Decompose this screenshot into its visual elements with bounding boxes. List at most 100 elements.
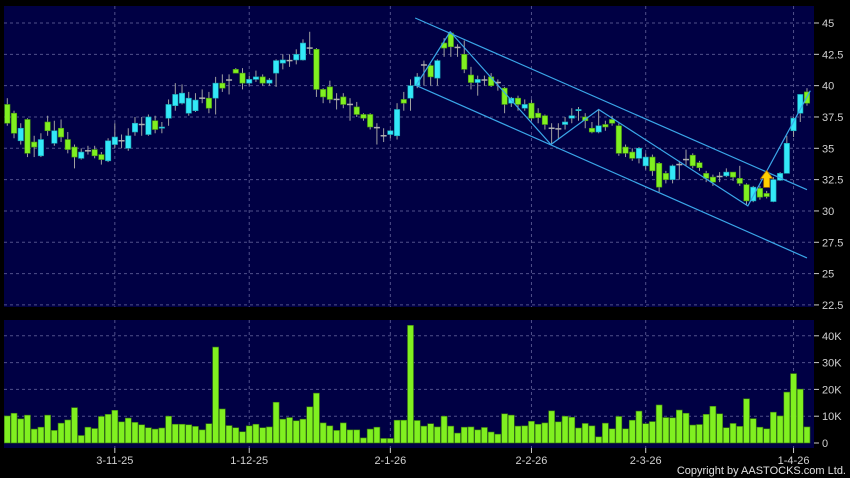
candle-up — [293, 54, 300, 61]
price-tick-label: 45 — [822, 18, 834, 30]
volume-bar — [702, 414, 710, 444]
volume-bar — [595, 436, 602, 444]
candle-down — [528, 102, 535, 119]
price-tick-label: 37.5 — [822, 112, 843, 124]
price-tick-label: 40 — [822, 81, 834, 93]
candle-down — [44, 121, 51, 132]
price-tick-label: 42.5 — [822, 49, 843, 61]
candle-up — [172, 94, 179, 106]
volume-bar — [131, 422, 139, 444]
candle-down — [367, 114, 374, 128]
candle-down — [515, 97, 522, 105]
volume-bar — [111, 410, 119, 444]
volume-bar — [64, 419, 72, 444]
volume-bar — [104, 414, 112, 444]
volume-bar — [51, 430, 58, 444]
candle-up — [783, 142, 790, 174]
date-tick-label: 3-11-25 — [96, 455, 133, 467]
volume-bar — [709, 405, 717, 444]
candle-up — [568, 115, 575, 119]
volume-bar — [30, 428, 38, 444]
price-tick-label: 32.5 — [822, 175, 843, 187]
candle-up — [131, 122, 138, 133]
volume-bar — [568, 416, 576, 444]
volume-bar — [454, 432, 461, 444]
candle-down — [340, 96, 347, 105]
volume-bar — [279, 418, 287, 444]
volume-bar — [783, 391, 791, 444]
volume-bar — [548, 410, 555, 444]
candle-down — [609, 119, 616, 124]
volume-bar — [252, 423, 260, 444]
candle-down — [535, 112, 542, 118]
volume-bar — [151, 428, 159, 444]
volume-bar — [642, 423, 650, 444]
candle-up — [37, 139, 44, 157]
volume-bar — [635, 410, 643, 444]
candle-down — [709, 176, 716, 183]
candle-down — [467, 74, 474, 83]
volume-bar — [266, 426, 273, 444]
volume-bar — [158, 427, 166, 444]
volume-bar — [373, 426, 381, 444]
volume-bar — [366, 428, 374, 444]
candle-down — [656, 163, 663, 188]
copyright: Copyright by AASTOCKS.com Ltd. — [677, 465, 846, 477]
volume-bar — [763, 428, 770, 444]
candle-down — [602, 124, 609, 128]
volume-bar — [474, 429, 482, 444]
volume-bar — [77, 435, 85, 444]
volume-bar — [178, 423, 186, 444]
price-tick-label: 25 — [822, 269, 834, 281]
candle-up — [770, 179, 777, 202]
candle-down — [91, 149, 98, 157]
candle-down — [71, 146, 78, 158]
volume-tick-label: 20K — [822, 384, 842, 396]
volume-bar — [770, 411, 777, 444]
candle-down — [239, 72, 246, 84]
volume-bar — [501, 413, 508, 444]
volume-bar — [723, 427, 730, 444]
candle-down — [232, 69, 239, 74]
volume-bar — [185, 424, 193, 444]
volume-bar — [24, 414, 31, 444]
volume-bar — [306, 406, 314, 444]
candle-down — [615, 125, 622, 154]
candle-up — [105, 140, 112, 162]
price-panel — [4, 6, 814, 307]
candle-down — [743, 184, 750, 202]
volume-bar — [299, 418, 307, 444]
volume-tick-label: 30K — [822, 358, 842, 370]
candle-down — [360, 114, 367, 119]
candle-up — [266, 79, 273, 84]
volume-bar — [212, 346, 219, 444]
volume-bar — [427, 423, 434, 444]
volume-bar — [145, 427, 152, 444]
volume-bar — [4, 415, 11, 444]
candle-down — [4, 104, 11, 124]
candle-up — [521, 104, 528, 109]
candle-down — [541, 115, 548, 125]
volume-bar — [17, 418, 25, 444]
volume-bar — [71, 407, 78, 444]
candle-down — [205, 97, 212, 109]
candle-up — [434, 60, 441, 79]
volume-bar — [225, 425, 233, 444]
volume-bar — [98, 416, 105, 444]
volume-bar — [346, 429, 354, 444]
candle-down — [649, 156, 656, 172]
price-tick-label: 27.5 — [822, 237, 843, 249]
volume-bar — [521, 425, 529, 444]
volume-tick-label: 10K — [822, 411, 842, 423]
volume-bar — [10, 412, 18, 444]
volume-bar — [649, 421, 656, 444]
candle-up — [125, 135, 132, 149]
candle-up — [387, 130, 394, 135]
candle-up — [750, 186, 757, 202]
volume-bar — [514, 425, 522, 444]
volume-bar — [380, 438, 387, 444]
volume-bar — [467, 426, 475, 444]
volume-bar — [716, 413, 723, 444]
candle-up — [299, 42, 306, 61]
candle-down — [427, 65, 434, 78]
